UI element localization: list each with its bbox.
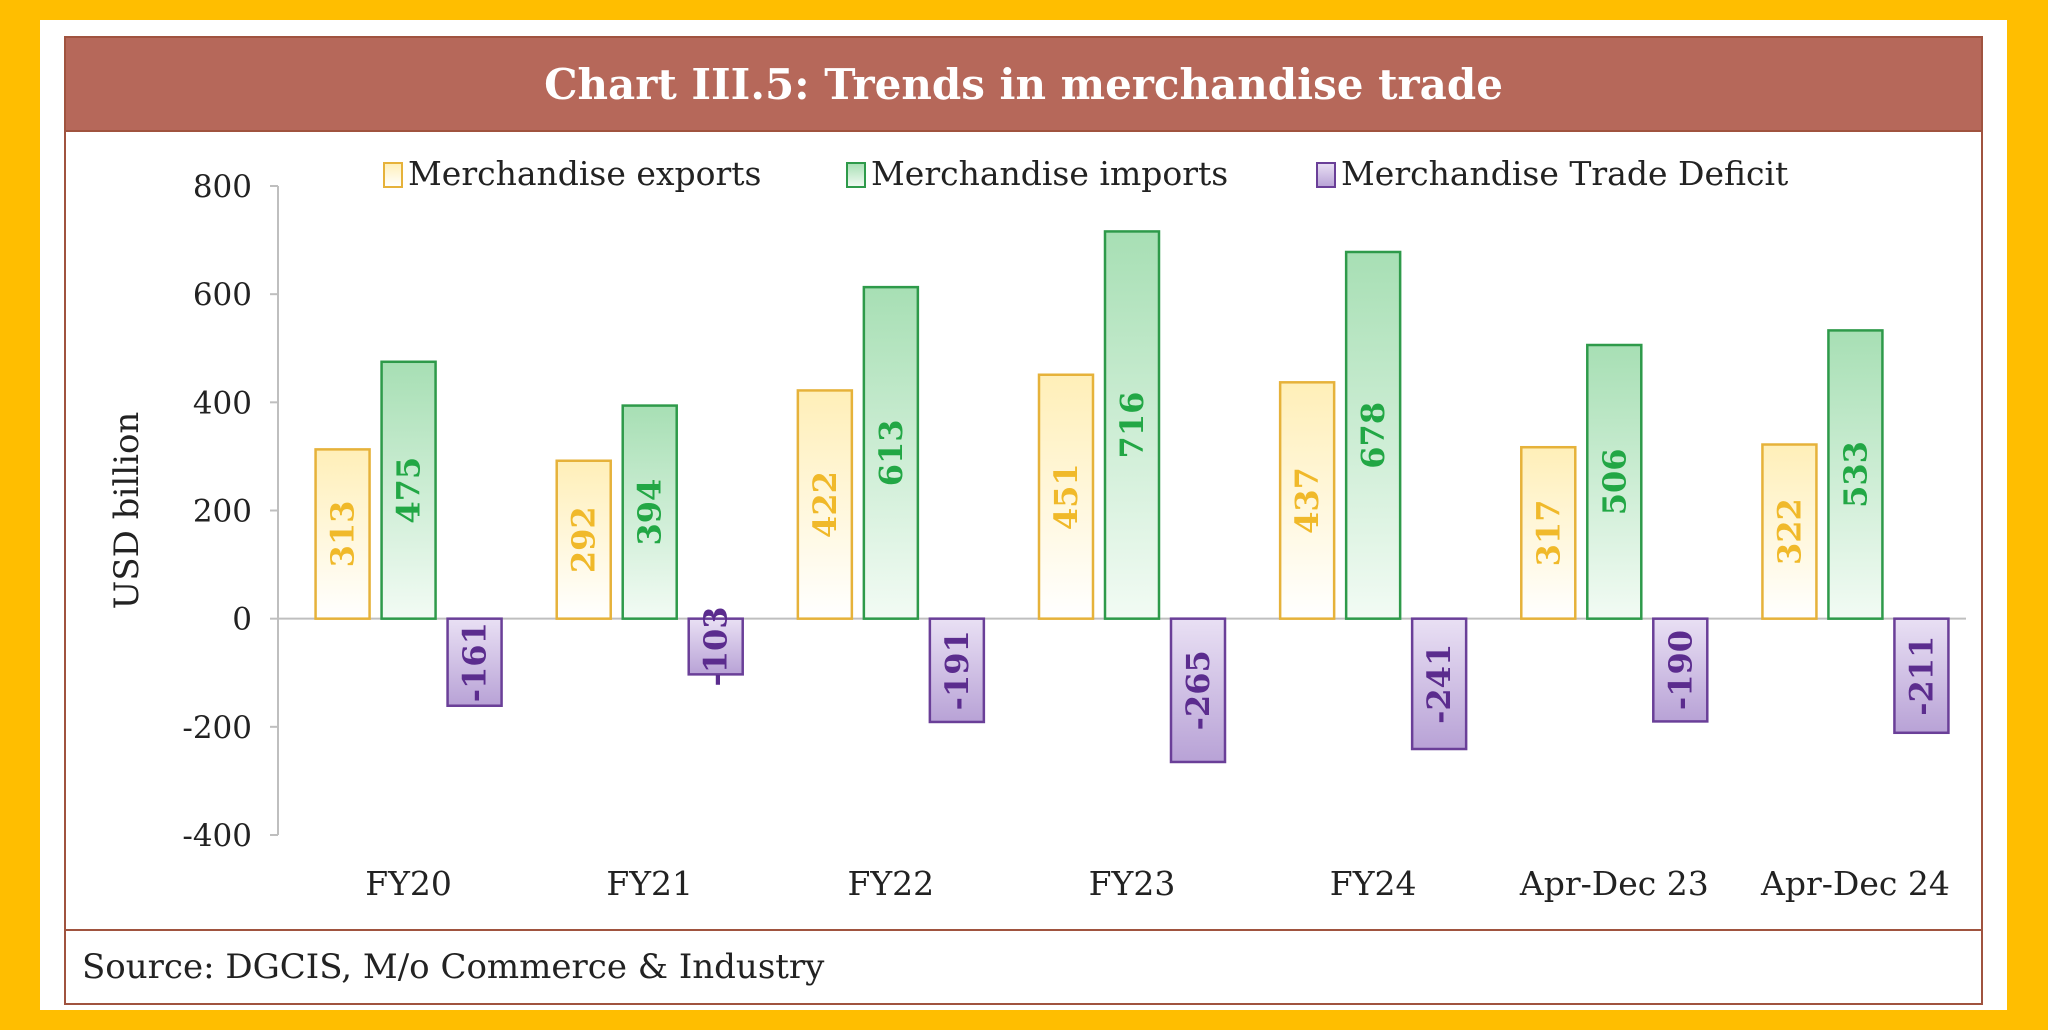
bar	[687, 617, 744, 676]
data-label: 678	[1354, 402, 1392, 469]
y-tick-label: 200	[193, 494, 252, 530]
data-label: -191	[938, 630, 976, 710]
data-label: 613	[872, 420, 910, 487]
legend-swatch	[846, 162, 866, 188]
data-label: 422	[806, 471, 844, 538]
bar	[380, 360, 437, 620]
data-label: -211	[1902, 636, 1940, 716]
bar	[314, 448, 371, 620]
x-category-label: FY21	[606, 864, 693, 903]
data-label: 322	[1770, 498, 1808, 565]
x-category-label: FY22	[848, 864, 935, 903]
bar	[1520, 445, 1577, 620]
data-label: -241	[1420, 644, 1458, 724]
y-tick-label: -400	[182, 818, 252, 854]
data-label: 475	[390, 457, 428, 524]
bar	[1344, 250, 1402, 620]
data-label: 394	[631, 479, 669, 546]
bar	[1410, 617, 1468, 751]
data-label: 292	[565, 506, 603, 573]
bar	[1278, 381, 1336, 620]
data-label: 451	[1047, 463, 1085, 530]
bar	[1103, 230, 1161, 620]
bar	[1893, 617, 1950, 735]
x-category-label: Apr-Dec 23	[1519, 864, 1709, 903]
data-label: 506	[1595, 448, 1633, 515]
bar	[1827, 329, 1884, 620]
x-category-label: FY23	[1089, 864, 1176, 903]
data-label: -103	[697, 606, 735, 686]
x-category-label: FY20	[365, 864, 452, 903]
bar	[621, 404, 678, 620]
source-bar: Source: DGCIS, M/o Commerce & Industry	[66, 929, 1981, 1003]
legend-swatch	[1316, 162, 1336, 188]
y-tick-label: 400	[193, 385, 252, 421]
bar	[1037, 373, 1095, 620]
bar	[796, 389, 854, 620]
bar	[1169, 617, 1227, 764]
bar	[862, 285, 920, 620]
data-label: 533	[1836, 441, 1874, 508]
y-tick-label: -200	[182, 710, 252, 746]
legend-label: Merchandise exports	[408, 154, 762, 193]
bar	[1761, 443, 1818, 620]
chart-plot: 800 600 400 200 0 -200 -400 USD billion 313 475 -1…	[107, 154, 1966, 903]
legend-label: Merchandise imports	[871, 154, 1228, 193]
bar	[1652, 617, 1709, 723]
y-tick-label: 800	[193, 169, 252, 205]
bar	[446, 617, 503, 707]
x-category-label: FY24	[1330, 864, 1417, 903]
bar	[555, 459, 612, 620]
page-frame: Chart III.5: Trends in merchandise trade…	[40, 20, 2007, 1010]
legend-swatch	[383, 162, 403, 188]
data-label: 317	[1529, 500, 1567, 567]
data-label: 313	[324, 501, 362, 568]
data-label: -265	[1179, 650, 1217, 730]
y-tick-label: 0	[232, 602, 252, 638]
data-label: -161	[456, 622, 494, 702]
legend-label: Merchandise Trade Deficit	[1341, 154, 1788, 193]
y-axis-label: USD billion	[107, 412, 147, 610]
chart-title: Chart III.5: Trends in merchandise trade	[544, 59, 1503, 109]
bar	[1586, 343, 1643, 620]
source-note: Source: DGCIS, M/o Commerce & Industry	[82, 947, 825, 987]
data-label: 437	[1288, 467, 1326, 534]
x-category-label: Apr-Dec 24	[1760, 864, 1950, 903]
chart-container: Chart III.5: Trends in merchandise trade…	[64, 36, 1983, 1005]
data-label: 716	[1113, 392, 1151, 459]
title-bar: Chart III.5: Trends in merchandise trade	[66, 38, 1981, 132]
bar	[928, 617, 986, 724]
y-tick-label: 600	[193, 277, 252, 313]
data-label: -190	[1661, 630, 1699, 710]
